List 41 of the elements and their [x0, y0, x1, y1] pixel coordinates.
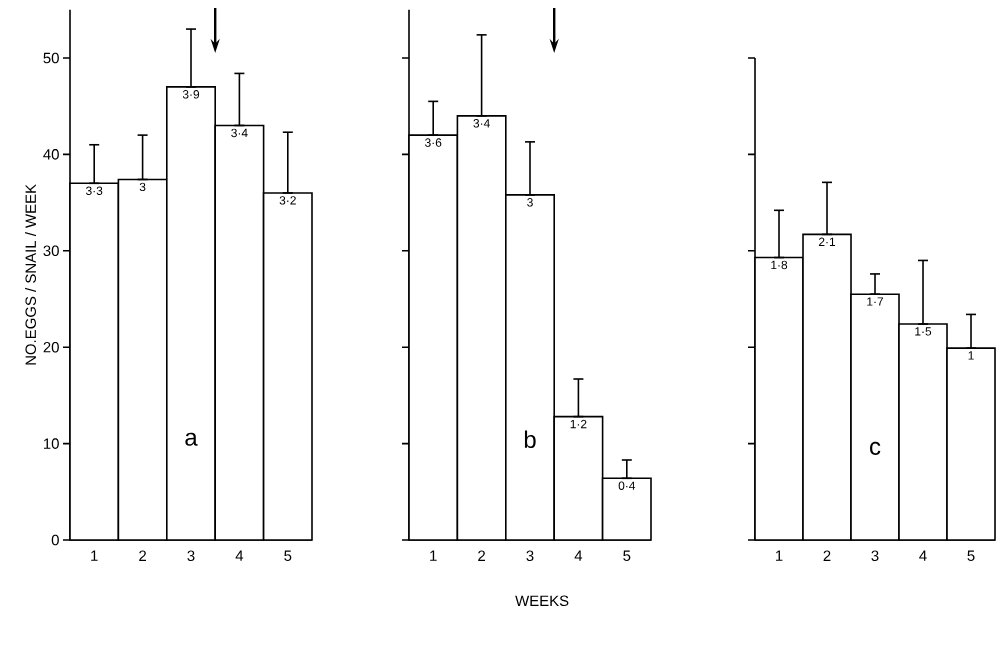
x-tick-label: 1: [775, 550, 783, 561]
annotation: 3·4: [473, 119, 490, 128]
x-tick-label: 2: [823, 550, 831, 561]
y-axis-title: NO.EGGS / SNAIL / WEEK: [25, 184, 37, 365]
x-tick-label: 4: [919, 550, 927, 561]
x-tick-label: 4: [574, 550, 583, 561]
x-tick-label: 1: [430, 550, 437, 561]
x-tick-label: 5: [967, 550, 975, 561]
annotation: 1·8: [771, 260, 788, 270]
x-tick-label: 5: [623, 550, 631, 561]
x-tick-label: 3: [187, 550, 195, 562]
y-tick-label: 20: [43, 341, 59, 353]
y-tick-label: 10: [44, 438, 59, 449]
y-tick-label: 0: [51, 534, 59, 546]
annotation: 3·4: [231, 128, 248, 138]
x-tick-label: 5: [284, 550, 292, 561]
annotation: 3·6: [425, 138, 442, 147]
annotation: a: [185, 432, 198, 446]
annotation: 2·1: [818, 237, 836, 246]
x-tick-label: 2: [139, 550, 147, 561]
annotation: 3: [527, 198, 533, 207]
x-tick-label: 3: [871, 550, 879, 562]
x-tick-label: 2: [478, 550, 486, 561]
annotation: 3·2: [279, 196, 296, 205]
x-tick-label: 4: [235, 550, 244, 561]
y-tick-label: 30: [43, 245, 59, 257]
annotation: 3: [139, 182, 146, 192]
annotation: 1·5: [915, 327, 932, 336]
annotation: 3·9: [182, 90, 200, 99]
x-tick-label: 3: [526, 550, 534, 562]
annotation: c: [870, 441, 881, 455]
annotation: 0·4: [618, 481, 636, 490]
y-tick-label: 50: [43, 52, 59, 64]
annotation: 1: [968, 351, 974, 360]
annotation: b: [524, 430, 536, 449]
x-tick-label: 1: [91, 550, 98, 561]
annotation: 1·2: [570, 419, 587, 429]
annotation: 3·3: [86, 186, 103, 195]
x-axis-title: WEEKS: [515, 595, 569, 607]
annotation: 1·7: [867, 297, 884, 306]
y-tick-label: 40: [43, 149, 59, 160]
